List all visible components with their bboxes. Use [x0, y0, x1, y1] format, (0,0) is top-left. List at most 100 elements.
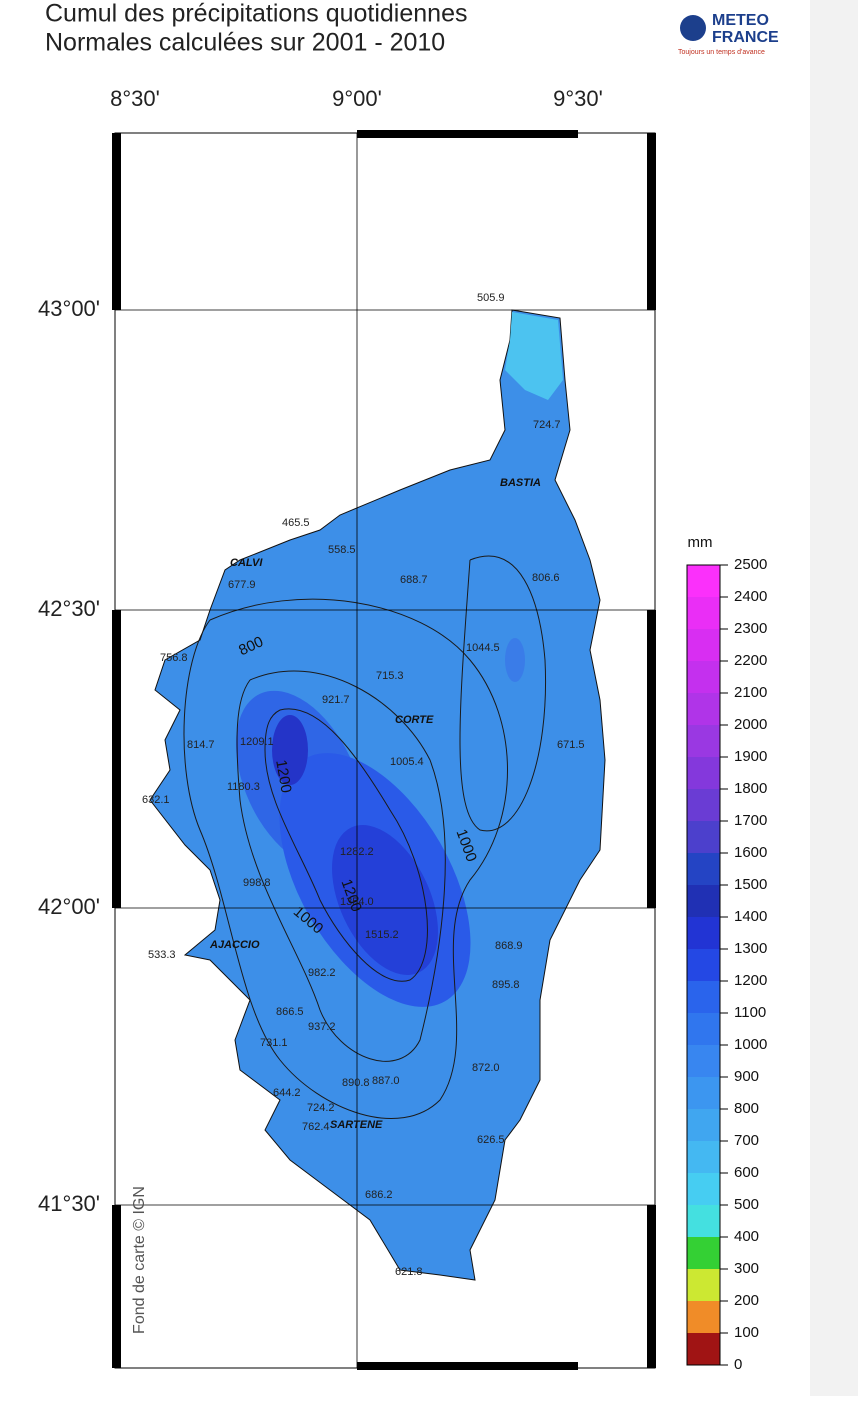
colorbar-band: [687, 1077, 720, 1109]
station-value: 921.7: [322, 694, 350, 706]
colorbar-tick-label: 1000: [734, 1036, 767, 1053]
station-value: 671.5: [557, 739, 585, 751]
colorbar-tick-label: 2000: [734, 716, 767, 733]
colorbar-band: [687, 1013, 720, 1045]
colorbar-band: [687, 661, 720, 693]
colorbar-tick-label: 600: [734, 1164, 759, 1181]
station-value: 887.0: [372, 1075, 400, 1087]
station-value: 533.3: [148, 949, 176, 961]
station-value: 895.8: [492, 979, 520, 991]
colorbar-band: [687, 1109, 720, 1141]
station-value: 724.7: [533, 419, 561, 431]
colorbar-tick-label: 100: [734, 1324, 759, 1341]
colorbar-tick-label: 0: [734, 1356, 742, 1373]
colorbar-tick-label: 2500: [734, 556, 767, 573]
station-value: 465.5: [282, 517, 310, 529]
lat-label: 42°30': [38, 596, 100, 621]
station-value: 724.2: [307, 1102, 335, 1114]
colorbar-tick-label: 700: [734, 1132, 759, 1149]
station-value: 1354.0: [340, 896, 374, 908]
logo-name: FRANCE: [712, 29, 779, 46]
lat-label: 41°30': [38, 1191, 100, 1216]
station-value: 621.8: [395, 1266, 423, 1278]
station-value: 937.2: [308, 1021, 336, 1033]
logo-icon: [680, 15, 706, 41]
colorbar-tick-label: 1900: [734, 748, 767, 765]
city-label: CALVI: [230, 557, 263, 569]
station-value: 1282.2: [340, 846, 374, 858]
colorbar-tick-label: 2200: [734, 652, 767, 669]
title-line: Cumul des précipitations quotidiennes: [45, 0, 467, 28]
station-value: 688.7: [400, 574, 428, 586]
station-value: 1005.4: [390, 756, 424, 768]
logo-name: METEO: [712, 12, 769, 29]
station-value: 1209.1: [240, 736, 274, 748]
lat-label: 42°00': [38, 894, 100, 919]
lon-label: 9°00': [332, 86, 382, 111]
colorbar-tick-label: 2300: [734, 620, 767, 637]
station-value: 626.5: [477, 1134, 505, 1146]
map-credit: Fond de carte © IGN: [131, 1186, 148, 1334]
logo-tagline: Toujours un temps d'avance: [678, 49, 765, 56]
colorbar-band: [687, 821, 720, 853]
colorbar-tick-label: 1100: [734, 1004, 766, 1021]
lat-label: 43°00': [38, 296, 100, 321]
colorbar-band: [687, 565, 720, 597]
colorbar-tick-label: 900: [734, 1068, 759, 1085]
lon-label: 9°30': [553, 86, 603, 111]
colorbar-band: [687, 757, 720, 789]
colorbar-band: [687, 949, 720, 981]
colorbar-band: [687, 1269, 720, 1301]
colorbar-band: [687, 1045, 720, 1077]
colorbar-tick-label: 800: [734, 1100, 759, 1117]
colorbar-band: [687, 1141, 720, 1173]
station-value: 998.8: [243, 877, 271, 889]
colorbar-tick-label: 1200: [734, 972, 767, 989]
colorbar-tick-label: 2400: [734, 588, 767, 605]
station-value: 1044.5: [466, 642, 500, 654]
station-value: 756.8: [160, 652, 188, 664]
station-value: 814.7: [187, 739, 215, 751]
station-value: 715.3: [376, 670, 404, 682]
colorbar-band: [687, 1301, 720, 1333]
station-value: 686.2: [365, 1189, 393, 1201]
station-value: 890.8: [342, 1077, 370, 1089]
city-label: SARTENE: [330, 1119, 383, 1131]
colorbar-tick-label: 1500: [734, 876, 767, 893]
colorbar-tick-label: 1400: [734, 908, 767, 925]
station-value: 1515.2: [365, 929, 399, 941]
colorbar-border: [686, 564, 721, 1366]
colorbar-tick-label: 1700: [734, 812, 767, 829]
colorbar-band: [687, 1205, 720, 1237]
colorbar-band: [687, 1173, 720, 1205]
colorbar-band: [687, 885, 720, 917]
colorbar-tick-label: 1800: [734, 780, 767, 797]
lon-label: 8°30': [110, 86, 160, 111]
colorbar-tick-label: 500: [734, 1196, 759, 1213]
colorbar: 0 100 200 300 400 500 600 700 800 900 1000 1100 1200…: [686, 556, 767, 1373]
colorbar-tick-label: 200: [734, 1292, 759, 1309]
colorbar-band: [687, 853, 720, 885]
colorbar-band: [687, 725, 720, 757]
contour-label: 1200: [272, 758, 295, 794]
contours: [183, 555, 547, 1120]
colorbar-band: [687, 629, 720, 661]
city-label: BASTIA: [500, 477, 541, 489]
station-value: 762.4: [302, 1121, 330, 1133]
colorbar-tick-label: 300: [734, 1260, 759, 1277]
station-value: 505.9: [477, 292, 505, 304]
station-value: 644.2: [273, 1087, 301, 1099]
colorbar-band: [687, 597, 720, 629]
colorbar-tick-label: 1600: [734, 844, 767, 861]
station-value: 1180.3: [227, 781, 260, 793]
title-line: Normales calculées sur 2001 - 2010: [45, 29, 445, 57]
city-label: AJACCIO: [209, 939, 260, 951]
colorbar-band: [687, 917, 720, 949]
colorbar-band: [687, 789, 720, 821]
colorbar-band: [687, 1333, 720, 1365]
city-label: CORTE: [395, 714, 434, 726]
colorbar-band: [687, 981, 720, 1013]
colorbar-band: [687, 1237, 720, 1269]
colorbar-band: [687, 693, 720, 725]
